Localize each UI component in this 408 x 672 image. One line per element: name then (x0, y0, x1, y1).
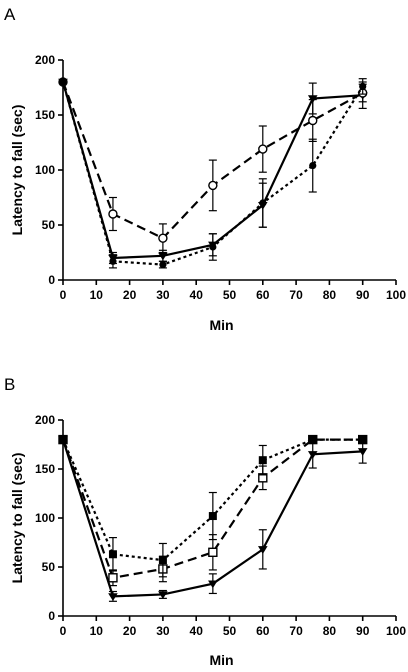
x-tick-label: 60 (256, 624, 270, 638)
x-tick-label: 100 (386, 288, 406, 302)
data-point (108, 550, 117, 559)
data-point (158, 591, 168, 600)
x-axis-title: Min (209, 652, 233, 668)
x-tick-label: 90 (356, 624, 370, 638)
data-point (208, 512, 217, 521)
data-point (208, 547, 218, 557)
x-tick-label: 10 (90, 288, 104, 302)
panel-A: A 0 50 100 150 200 0 10 20 30 40 50 60 70 80 90 100 Min La… (4, 5, 406, 333)
data-point (308, 435, 317, 444)
x-axis-title: Min (209, 317, 233, 333)
data-point (108, 209, 118, 219)
x-tick-label: 40 (190, 624, 204, 638)
y-axis-title: Latency to fall (sec) (9, 105, 25, 236)
x-tick-label: 30 (156, 624, 170, 638)
data-point (158, 233, 168, 243)
x-tick-label: 80 (323, 288, 337, 302)
data-point (359, 82, 367, 90)
data-point (309, 162, 317, 170)
series-1 (58, 436, 368, 602)
panel-letter: A (4, 5, 16, 24)
y-tick-label: 200 (35, 53, 55, 67)
x-tick-label: 90 (356, 288, 370, 302)
data-point (209, 243, 217, 251)
x-tick-label: 50 (223, 288, 237, 302)
data-point (258, 144, 268, 154)
x-tick-label: 80 (323, 624, 337, 638)
y-tick-label: 150 (35, 108, 55, 122)
data-point (159, 261, 167, 269)
x-tick-label: 50 (223, 624, 237, 638)
x-tick-label: 0 (60, 624, 67, 638)
x-tick-label: 100 (386, 624, 406, 638)
data-point (158, 556, 167, 565)
data-point (109, 257, 117, 265)
y-tick-label: 50 (42, 218, 56, 232)
panel-B: B 0 50 100 150 200 0 10 20 30 40 50 60 70 80 90 100 Min La… (4, 375, 406, 668)
data-point (258, 546, 268, 554)
data-point (59, 435, 67, 444)
y-axis-title: Latency to fall (sec) (9, 453, 25, 584)
y-tick-label: 100 (35, 511, 55, 525)
y-tick-label: 50 (42, 560, 56, 574)
x-tick-label: 40 (190, 288, 204, 302)
data-point (59, 78, 67, 86)
y-tick-label: 150 (35, 462, 55, 476)
x-tick-label: 30 (156, 288, 170, 302)
data-point (357, 448, 368, 456)
series-2 (58, 77, 368, 254)
y-tick-label: 100 (35, 163, 55, 177)
data-point (258, 456, 267, 465)
data-point (108, 573, 118, 583)
y-tick-label: 0 (48, 273, 55, 287)
x-tick-label: 10 (90, 624, 104, 638)
data-point (259, 199, 267, 207)
data-point (108, 593, 118, 601)
x-tick-label: 20 (123, 624, 137, 638)
x-tick-label: 70 (289, 288, 303, 302)
series-3 (59, 435, 367, 578)
data-point (208, 180, 218, 191)
y-tick-label: 0 (48, 609, 55, 623)
x-tick-label: 60 (256, 288, 270, 302)
series-3 (59, 78, 367, 269)
data-point (208, 580, 218, 589)
y-tick-label: 200 (35, 413, 55, 427)
data-point (358, 435, 367, 444)
data-point (307, 451, 318, 459)
data-point (308, 115, 318, 126)
data-point (158, 252, 168, 261)
x-tick-label: 70 (289, 624, 303, 638)
x-tick-label: 0 (60, 288, 67, 302)
x-tick-label: 20 (123, 288, 137, 302)
panel-letter: B (4, 375, 15, 394)
